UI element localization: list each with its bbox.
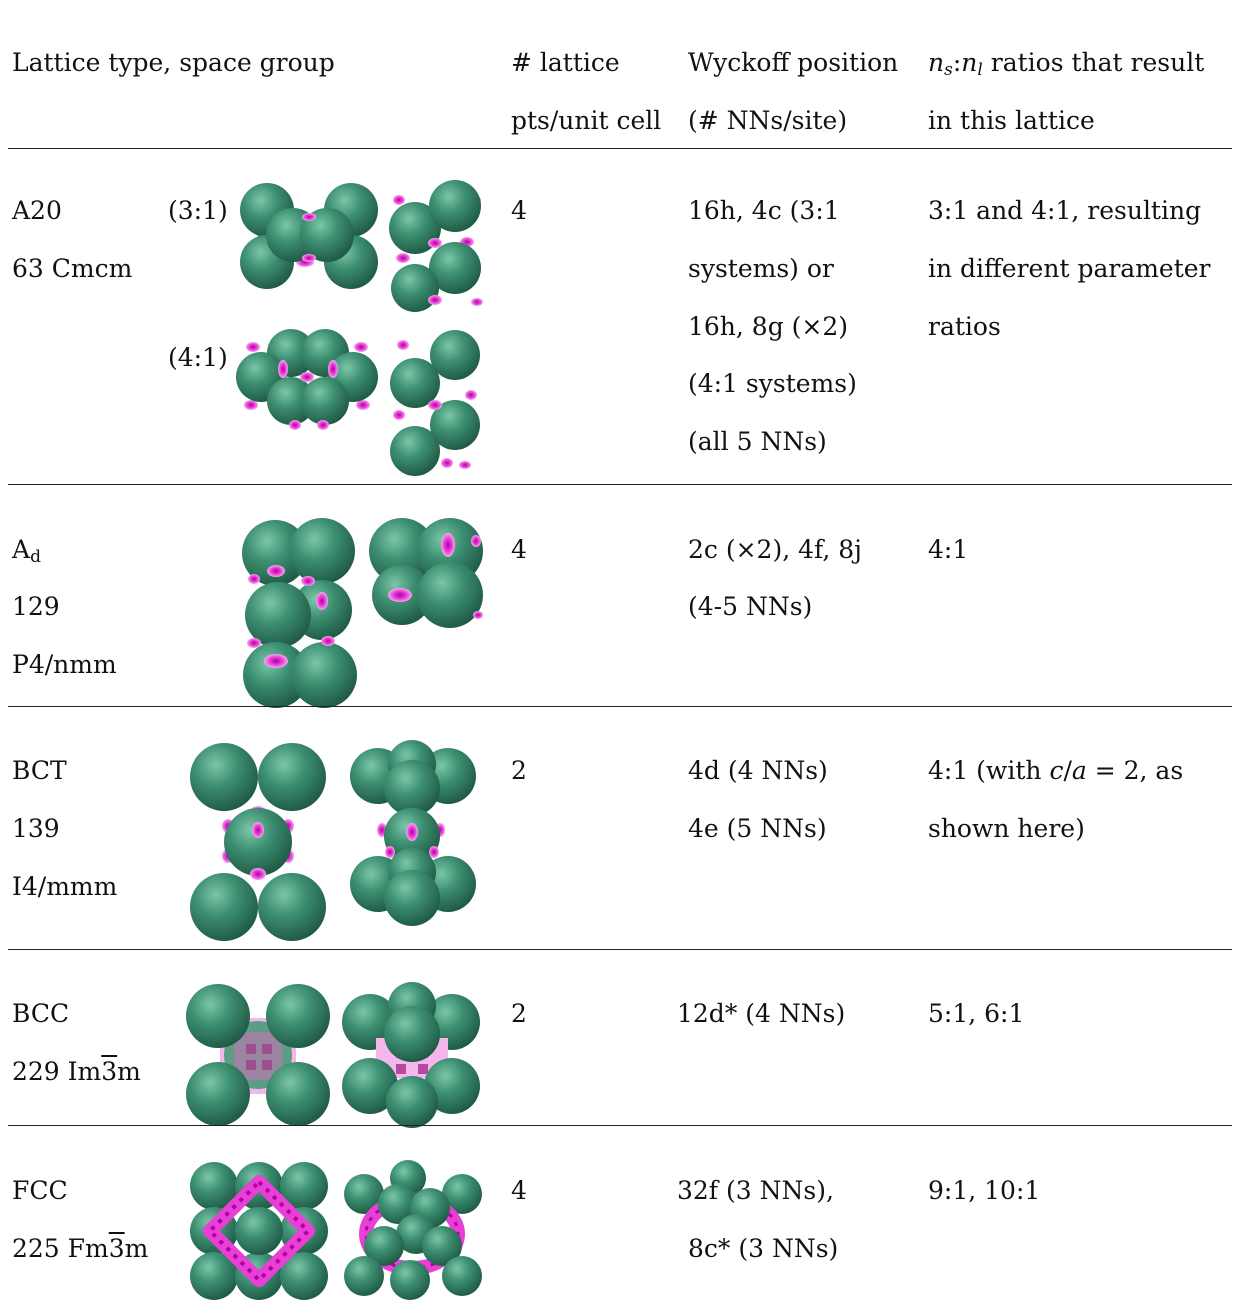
header-rule xyxy=(8,148,1232,149)
row-bct-ratios-1: 4:1 (with c/a = 2, as xyxy=(928,756,1184,785)
row-bct-spacegroup: I4/mmm xyxy=(12,872,118,901)
row-bcc-points: 2 xyxy=(511,999,527,1028)
row-a20-ratios-1: 3:1 and 4:1, resulting xyxy=(928,196,1202,225)
header-wyckoff-2: (# NNs/site) xyxy=(688,106,848,135)
ad-view-b xyxy=(369,518,483,628)
bct-view-a xyxy=(190,743,326,941)
row-ad-name: Ad xyxy=(12,535,41,567)
header-lattice-type: Lattice type, space group xyxy=(12,48,335,77)
row-ad-spacegroup: P4/nmm xyxy=(12,650,117,679)
row-a20-wyckoff-3: 16h, 8g (×2) xyxy=(688,312,849,341)
row-a20-wyckoff-1: 16h, 4c (3:1 xyxy=(688,196,840,225)
row-a20-ratios-2: in different parameter xyxy=(928,254,1211,283)
row-a20-spacegroup: 63 Cmcm xyxy=(12,254,133,283)
header-lattice-points-2: pts/unit cell xyxy=(511,106,662,135)
row-a20-points: 4 xyxy=(511,196,527,225)
row-bct-name: BCT xyxy=(12,756,67,785)
row-a20-wyckoff-4: (4:1 systems) xyxy=(688,369,857,398)
row-a20-ratios-3: ratios xyxy=(928,312,1001,341)
bcc-view-a xyxy=(186,984,330,1126)
row-a20-label-41: (4:1) xyxy=(168,343,228,372)
ad-view-a xyxy=(242,518,357,708)
bct-view-b xyxy=(350,740,476,926)
row-a20-name: A20 xyxy=(12,196,62,225)
row-bct-wyckoff-2: 4e (5 NNs) xyxy=(688,814,827,843)
row-rule-2 xyxy=(8,706,1232,707)
header-ratios-1: ns:nl ratios that result xyxy=(928,48,1205,80)
row-rule-4 xyxy=(8,1125,1232,1126)
row-bct-wyckoff-1: 4d (4 NNs) xyxy=(688,756,828,785)
header-ratios-2: in this lattice xyxy=(928,106,1095,135)
a20-41-view-a xyxy=(236,329,378,430)
row-bcc-name: BCC xyxy=(12,999,70,1028)
row-bcc-spacegroup: 229 Im3m xyxy=(12,1057,141,1086)
row-fcc-points: 4 xyxy=(511,1176,527,1205)
row-rule-3 xyxy=(8,949,1232,950)
row-bct-ratios-2: shown here) xyxy=(928,814,1085,843)
fcc-view-b xyxy=(344,1160,482,1300)
row-fcc-ratios: 9:1, 10:1 xyxy=(928,1176,1041,1205)
row-rule-1 xyxy=(8,484,1232,485)
row-ad-points: 4 xyxy=(511,535,527,564)
row-fcc-wyckoff-1: 32f (3 NNs), xyxy=(677,1176,834,1205)
bcc-view-b xyxy=(342,982,480,1128)
row-a20-wyckoff-2: systems) or xyxy=(688,254,834,283)
row-a20-wyckoff-5: (all 5 NNs) xyxy=(688,427,827,456)
a20-31-view-a xyxy=(240,183,378,289)
row-bct-points: 2 xyxy=(511,756,527,785)
row-fcc-spacegroup: 225 Fm3m xyxy=(12,1234,149,1263)
row-bcc-wyckoff: 12d* (4 NNs) xyxy=(677,999,846,1028)
row-ad-wyckoff-1: 2c (×2), 4f, 8j xyxy=(688,535,862,564)
row-ad-wyckoff-2: (4-5 NNs) xyxy=(688,592,813,621)
a20-41-view-b xyxy=(390,330,480,476)
row-ad-number: 129 xyxy=(12,592,60,621)
row-ad-ratios: 4:1 xyxy=(928,535,969,564)
header-wyckoff-1: Wyckoff position xyxy=(688,48,899,77)
row-bcc-ratios: 5:1, 6:1 xyxy=(928,999,1025,1028)
header-lattice-points-1: # lattice xyxy=(511,48,620,77)
row-fcc-name: FCC xyxy=(12,1176,68,1205)
fcc-view-a xyxy=(190,1162,328,1300)
row-fcc-wyckoff-2: 8c* (3 NNs) xyxy=(688,1234,839,1263)
a20-31-view-b xyxy=(389,180,483,312)
row-a20-label-31: (3:1) xyxy=(168,196,228,225)
row-bct-number: 139 xyxy=(12,814,60,843)
